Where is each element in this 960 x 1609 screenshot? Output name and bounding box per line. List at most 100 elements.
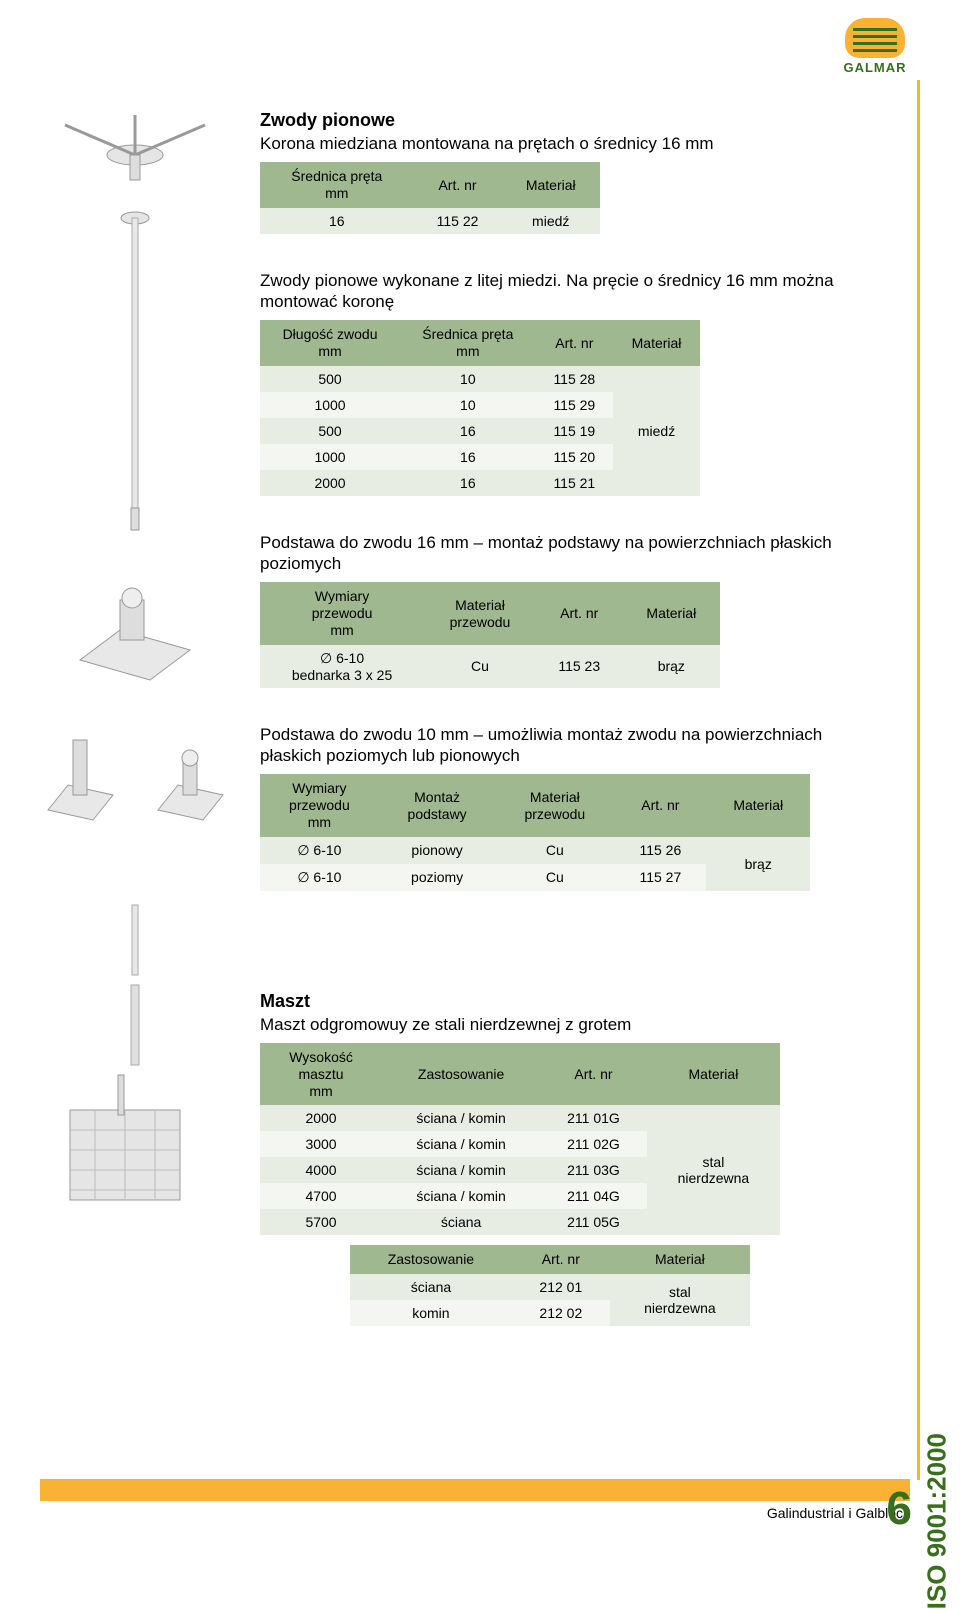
col-header: Średnica pręta mm bbox=[400, 320, 536, 366]
section-subtitle: Maszt odgromowuy ze stali nierdzewnej z … bbox=[260, 1014, 840, 1035]
col-header: Średnica pręta mm bbox=[260, 162, 414, 208]
table-korona: Średnica pręta mm Art. nr Materiał 16 11… bbox=[260, 162, 600, 234]
brand-logo: GALMAR bbox=[830, 18, 920, 75]
section-zwody-korona: Zwody pionowe Korona miedziana montowana… bbox=[260, 110, 840, 234]
cell: 2000 bbox=[260, 470, 400, 496]
cell: 211 05G bbox=[540, 1209, 647, 1235]
table-row: ∅ 6-10 pionowy Cu 115 26 brąz bbox=[260, 837, 810, 864]
section-subtitle: Podstawa do zwodu 16 mm – montaż podstaw… bbox=[260, 532, 840, 575]
cell: 10 bbox=[400, 366, 536, 392]
col-header: Długość zwodu mm bbox=[260, 320, 400, 366]
base16-sketch-icon bbox=[60, 570, 210, 690]
col-header: Materiał przewodu bbox=[495, 774, 614, 836]
cell: ∅ 6-10 bednarka 3 x 25 bbox=[260, 645, 424, 688]
table-zwody: Długość zwodu mm Średnica pręta mm Art. … bbox=[260, 320, 700, 496]
footer-accent-bar bbox=[40, 1479, 910, 1501]
cell: 1000 bbox=[260, 444, 400, 470]
cell: 16 bbox=[400, 470, 536, 496]
cell: 115 29 bbox=[536, 392, 613, 418]
col-header: Materiał przewodu bbox=[424, 582, 536, 644]
col-header: Materiał bbox=[623, 582, 720, 644]
cell: ściana / komin bbox=[382, 1105, 540, 1131]
cell: 16 bbox=[260, 208, 414, 234]
cell: 211 04G bbox=[540, 1183, 647, 1209]
chimney-sketch-icon bbox=[50, 1070, 220, 1220]
col-header: Materiał bbox=[610, 1245, 750, 1274]
cell: ściana bbox=[382, 1209, 540, 1235]
col-header: Wymiary przewodu mm bbox=[260, 774, 379, 836]
col-header: Art. nr bbox=[540, 1043, 647, 1105]
cell: ściana / komin bbox=[382, 1131, 540, 1157]
section-subtitle: Zwody pionowe wykonane z litej miedzi. N… bbox=[260, 270, 840, 313]
cell: 211 03G bbox=[540, 1157, 647, 1183]
cell: Cu bbox=[495, 837, 614, 864]
table-podstawa10: Wymiary przewodu mm Montaż podstawy Mate… bbox=[260, 774, 810, 890]
base10-vertical-sketch-icon bbox=[38, 720, 123, 830]
cell: miedź bbox=[501, 208, 600, 234]
cell: 212 01 bbox=[512, 1274, 610, 1300]
cell-material: brąz bbox=[706, 837, 810, 891]
cell: 115 22 bbox=[414, 208, 502, 234]
col-header: Art. nr bbox=[536, 582, 623, 644]
cell: brąz bbox=[623, 645, 720, 688]
cell: 211 01G bbox=[540, 1105, 647, 1131]
col-header: Materiał bbox=[613, 320, 700, 366]
col-header: Materiał bbox=[706, 774, 810, 836]
rod-sketch-icon bbox=[105, 200, 165, 540]
page-number: 6 bbox=[886, 1481, 912, 1535]
table-row: 16 115 22 miedź bbox=[260, 208, 600, 234]
cell-material: miedź bbox=[613, 366, 700, 496]
base10-horizontal-sketch-icon bbox=[148, 720, 233, 830]
iso-label: ISO 9001:2000 bbox=[921, 1433, 952, 1609]
cell: 10 bbox=[400, 392, 536, 418]
col-header: Montaż podstawy bbox=[379, 774, 496, 836]
mast-pole-sketch-icon bbox=[115, 900, 155, 1070]
cell: poziomy bbox=[379, 864, 496, 891]
col-header: Art. nr bbox=[414, 162, 502, 208]
cell: komin bbox=[350, 1300, 512, 1326]
cell: 115 20 bbox=[536, 444, 613, 470]
section-subtitle: Korona miedziana montowana na prętach o … bbox=[260, 133, 840, 154]
col-header: Zastosowanie bbox=[350, 1245, 512, 1274]
cell: ∅ 6-10 bbox=[260, 837, 379, 864]
cell: pionowy bbox=[379, 837, 496, 864]
cell-material: stal nierdzewna bbox=[610, 1274, 750, 1326]
section-zwody-miedz: Zwody pionowe wykonane z litej miedzi. N… bbox=[260, 270, 840, 496]
col-header: Wysokość masztu mm bbox=[260, 1043, 382, 1105]
cell: 3000 bbox=[260, 1131, 382, 1157]
table-row: 2000 ściana / komin 211 01G stal nierdze… bbox=[260, 1105, 780, 1131]
cell: 115 19 bbox=[536, 418, 613, 444]
cell: Cu bbox=[495, 864, 614, 891]
section-title: Zwody pionowe bbox=[260, 110, 840, 131]
cell: 500 bbox=[260, 366, 400, 392]
table-row: ściana 212 01 stal nierdzewna bbox=[350, 1274, 750, 1300]
cell: 115 27 bbox=[614, 864, 706, 891]
col-header: Materiał bbox=[501, 162, 600, 208]
vertical-accent-bar bbox=[917, 80, 920, 1480]
cell: 212 02 bbox=[512, 1300, 610, 1326]
crown-sketch-icon bbox=[50, 100, 220, 190]
section-title: Maszt bbox=[260, 991, 840, 1012]
cell: 2000 bbox=[260, 1105, 382, 1131]
col-header: Zastosowanie bbox=[382, 1043, 540, 1105]
brand-badge-icon bbox=[845, 18, 905, 58]
table-row: ∅ 6-10 bednarka 3 x 25 Cu 115 23 brąz bbox=[260, 645, 720, 688]
section-maszt: Maszt Maszt odgromowuy ze stali nierdzew… bbox=[260, 991, 840, 1326]
table-maszt: Wysokość masztu mm Zastosowanie Art. nr … bbox=[260, 1043, 780, 1235]
footer: Galindustrial i Galblock bbox=[40, 1479, 910, 1523]
cell: 211 02G bbox=[540, 1131, 647, 1157]
cell: 115 21 bbox=[536, 470, 613, 496]
cell: 4000 bbox=[260, 1157, 382, 1183]
cell: 115 28 bbox=[536, 366, 613, 392]
section-podstawa16: Podstawa do zwodu 16 mm – montaż podstaw… bbox=[260, 532, 840, 688]
col-header: Art. nr bbox=[536, 320, 613, 366]
col-header: Wymiary przewodu mm bbox=[260, 582, 424, 644]
cell: 115 26 bbox=[614, 837, 706, 864]
col-header: Art. nr bbox=[512, 1245, 610, 1274]
cell: 1000 bbox=[260, 392, 400, 418]
brand-name: GALMAR bbox=[830, 60, 920, 75]
cell: ściana bbox=[350, 1274, 512, 1300]
table-row: 500 10 115 28 miedź bbox=[260, 366, 700, 392]
cell: 16 bbox=[400, 444, 536, 470]
col-header: Art. nr bbox=[614, 774, 706, 836]
